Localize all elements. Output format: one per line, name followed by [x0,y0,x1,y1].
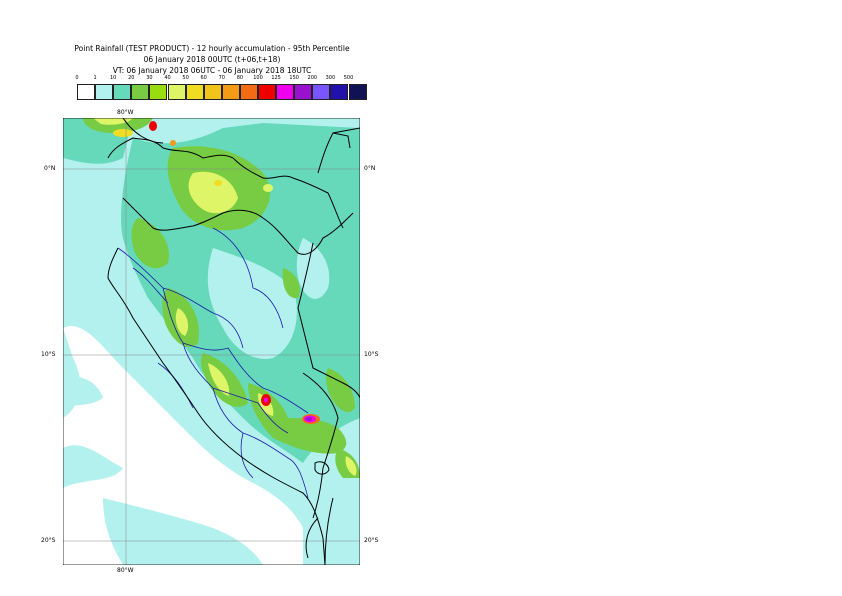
legend-tick-label: 125 [271,75,281,81]
legend-swatch [258,84,277,100]
lat-label-10s-right: 10°S [364,351,379,358]
legend-tick-label: 20 [128,75,135,81]
lat-label-10s-left: 10°S [41,351,56,358]
legend-tick-label: 500 [343,75,354,81]
legend-tick-label: 80 [236,75,244,81]
legend-tick-label: 1 [93,75,97,81]
legend-swatch [149,84,168,100]
country-borders [107,118,360,565]
rainfall-map [63,118,360,565]
legend-tick-label: 70 [218,75,225,81]
legend-swatch [239,84,258,100]
legend-swatch [185,84,204,100]
legend-tick-label: 40 [164,75,171,81]
chart-title: Point Rainfall (TEST PRODUCT) - 12 hourl… [74,44,350,53]
legend-swatch [294,84,313,100]
legend-swatch [77,84,96,100]
legend-swatch [348,84,367,100]
legend-tick-label: 60 [200,75,207,81]
legend-tick-label: 150 [289,75,299,81]
legend-tick-label: 50 [182,75,189,81]
legend-tick-label: 300 [325,75,336,81]
base-time: 06 January 2018 00UTC (t+06,t+18) [143,55,281,64]
legend-swatch [221,84,240,100]
legend-swatch [203,84,222,100]
legend-tick-label: 100 [253,75,263,81]
legend-swatch [276,84,295,100]
legend-tick-label: 0 [75,75,79,81]
legend-tick-label: 30 [146,75,153,81]
legend-swatch [167,84,186,100]
legend-swatch [131,84,150,100]
lat-label-20s-left: 20°S [41,537,56,544]
lat-label-20s-right: 20°S [364,537,379,544]
lat-label-0-right: 0°N [364,165,376,172]
graticule [63,118,360,565]
legend-tick-label: 200 [307,75,318,81]
legend-swatch [95,84,114,100]
lat-label-0-left: 0°N [44,165,56,172]
legend-swatch [312,84,331,100]
legend-swatch [113,84,132,100]
region-boundaries [117,227,309,499]
legend-swatch [330,84,349,100]
legend-tick-label: 10 [110,75,117,81]
lon-label-top: 80°W [117,109,134,116]
lon-label-bottom: 80°W [117,567,134,574]
valid-time: VT: 06 January 2018 06UTC - 06 January 2… [112,66,312,75]
